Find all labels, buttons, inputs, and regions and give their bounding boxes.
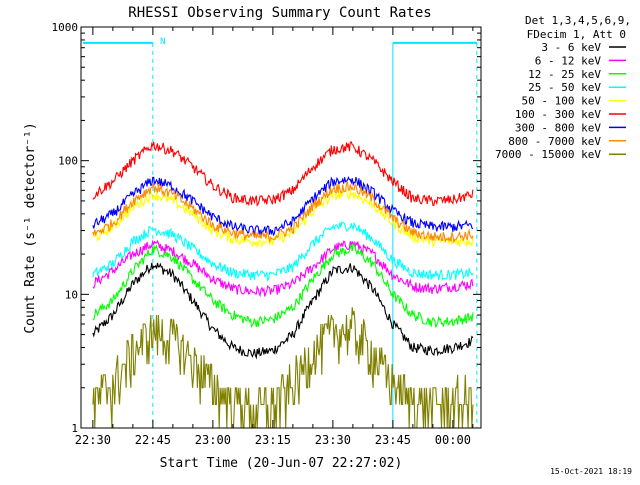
series-line-300to800keV (92, 175, 474, 237)
series-line-100to300keV (92, 141, 474, 207)
x-tick-label-6: 00:00 (435, 433, 471, 447)
y-axis-label: Count Rate (s⁻¹ detector⁻¹) (23, 122, 38, 333)
legend-label-2: 12 - 25 keV (528, 68, 601, 81)
legend-label-1: 6 - 12 keV (535, 54, 602, 67)
plot-frame (80, 26, 482, 429)
y-tick-label-0: 1 (71, 422, 78, 435)
x-axis-label: Start Time (20-Jun-07 22:27:02) (160, 456, 403, 471)
legend-label-3: 25 - 50 keV (528, 81, 601, 94)
series-line-7000to15000keV (92, 307, 474, 429)
series-line-800to7000keV (92, 180, 474, 245)
x-axis-ticks: 22:30 22:45 23:00 23:15 23:30 23:45 00:00 (75, 27, 474, 447)
series-line-6to12keV (92, 239, 474, 298)
chart-title: RHESSI Observing Summary Count Rates (128, 5, 431, 21)
y-tick-label-2: 100 (58, 155, 78, 168)
y-axis-ticks: 1 10 100 1000 (52, 21, 481, 435)
x-tick-label-5: 23:45 (375, 433, 411, 447)
series-line-12to25keV (92, 242, 474, 328)
x-tick-label-4: 23:30 (315, 433, 351, 447)
x-tick-label-2: 23:00 (195, 433, 231, 447)
legend-header-line-2: FDecim 1, Att 0 (527, 28, 626, 41)
x-tick-label-1: 22:45 (135, 433, 171, 447)
legend-label-0: 3 - 6 keV (541, 41, 601, 54)
x-tick-label-0: 22:30 (75, 433, 111, 447)
legend-label-4: 50 - 100 keV (522, 95, 602, 108)
series-line-50to100keV (92, 187, 474, 249)
legend: Det 1,3,4,5,6,9, FDecim 1, Att 0 3 - 6 k… (495, 14, 631, 161)
series-line-25to50keV (92, 220, 474, 282)
legend-label-5: 100 - 300 keV (515, 108, 601, 121)
series-line-3to6keV (92, 262, 474, 360)
y-tick-label-1: 10 (65, 288, 78, 301)
legend-label-6: 300 - 800 keV (515, 121, 601, 134)
timestamp: 15-Oct-2021 18:19 (550, 467, 632, 476)
saa-marker: N (160, 37, 165, 47)
y-tick-label-3: 1000 (52, 21, 79, 34)
legend-label-8: 7000 - 15000 keV (495, 148, 601, 161)
legend-label-7: 800 - 7000 keV (508, 135, 601, 148)
x-tick-label-3: 23:15 (255, 433, 291, 447)
legend-header-line-1: Det 1,3,4,5,6,9, (525, 14, 631, 27)
series-lines (92, 141, 474, 429)
